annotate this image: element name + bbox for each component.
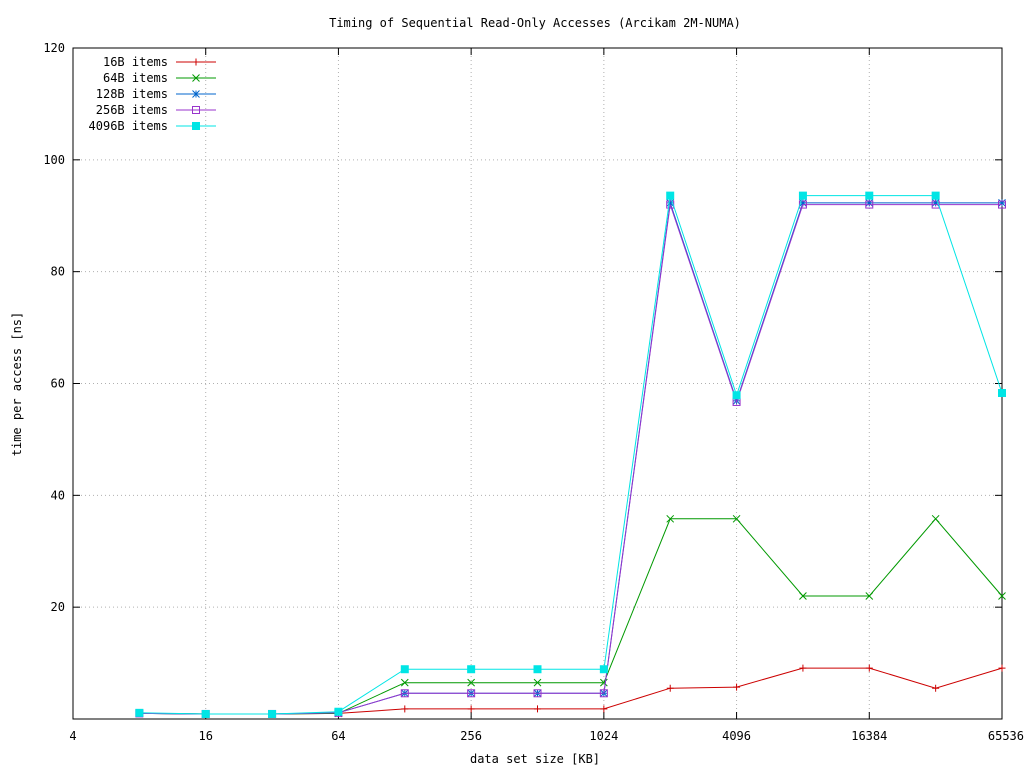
data-point <box>534 705 541 713</box>
data-point <box>467 689 476 698</box>
y-tick-label: 20 <box>51 600 65 614</box>
data-point <box>998 200 1006 209</box>
data-point <box>401 705 409 713</box>
data-point <box>467 678 475 687</box>
data-point <box>865 200 874 209</box>
series-line-1 <box>139 518 1003 715</box>
data-point <box>799 199 807 207</box>
data-point <box>798 191 807 200</box>
x-tick-label: 16384 <box>851 729 887 743</box>
y-tick-label: 60 <box>51 377 65 391</box>
data-point <box>666 684 674 692</box>
legend-label: 64B items <box>103 71 168 85</box>
x-tick-label: 4096 <box>722 729 751 743</box>
legend-marker <box>192 74 200 82</box>
data-point <box>865 664 873 672</box>
data-point <box>666 514 675 523</box>
data-point <box>533 665 542 674</box>
data-point <box>268 709 277 718</box>
data-point <box>733 683 741 691</box>
data-point <box>998 389 1006 398</box>
data-point <box>467 665 476 674</box>
legend-label: 16B items <box>103 55 168 69</box>
data-point <box>533 678 542 687</box>
data-point <box>334 707 343 716</box>
legend: 16B items 64B items 128B items 256B items 40… <box>89 55 216 133</box>
data-point <box>931 191 940 200</box>
series-line-2 <box>139 202 1002 715</box>
y-tick-label: 80 <box>51 265 65 279</box>
data-point <box>600 705 608 713</box>
data-point <box>201 709 210 718</box>
data-point <box>600 678 608 687</box>
data-point <box>799 592 807 600</box>
x-tick-label: 4 <box>69 729 76 743</box>
axis-ticks: 4 16 64 256 1024 4096 16384 65536 20 40 60 80 100 120 <box>43 41 1024 743</box>
x-tick-label: 64 <box>331 729 345 743</box>
data-point <box>998 664 1006 672</box>
series-line-3 <box>139 204 1002 715</box>
data-point <box>400 689 409 698</box>
data-point <box>533 689 542 698</box>
x-axis-label: data set size [KB] <box>470 752 600 766</box>
legend-marker <box>192 122 200 130</box>
legend-marker <box>192 90 200 98</box>
series-layer <box>135 191 1006 718</box>
y-tick-label: 40 <box>51 488 65 502</box>
data-point <box>865 592 874 600</box>
series-line-4 <box>139 195 1003 715</box>
data-point <box>666 191 675 200</box>
legend-label: 4096B items <box>89 119 168 133</box>
data-point <box>865 199 874 207</box>
data-point <box>732 514 741 523</box>
data-point <box>400 665 409 674</box>
legend-marker <box>192 106 200 114</box>
x-tick-label: 1024 <box>589 729 618 743</box>
data-point <box>732 391 741 400</box>
data-point <box>400 678 409 687</box>
y-tick-label: 120 <box>43 41 65 55</box>
data-point <box>998 592 1006 600</box>
y-axis-label: time per access [ns] <box>10 312 24 457</box>
y-tick-label: 100 <box>43 153 65 167</box>
data-point <box>467 705 475 713</box>
legend-label: 256B items <box>96 103 168 117</box>
series-line-0 <box>139 667 1003 715</box>
chart-title: Timing of Sequential Read-Only Accesses … <box>329 16 741 30</box>
data-point <box>135 708 144 717</box>
legend-marker <box>192 58 200 66</box>
data-point <box>932 684 940 692</box>
grid <box>73 48 1002 719</box>
data-point <box>931 514 940 523</box>
x-tick-label: 16 <box>198 729 212 743</box>
data-point <box>799 664 807 672</box>
legend-label: 128B items <box>96 87 168 101</box>
data-point <box>666 200 675 209</box>
x-tick-label: 65536 <box>988 729 1024 743</box>
data-point <box>599 689 608 698</box>
x-tick-label: 256 <box>460 729 482 743</box>
data-point <box>599 665 608 674</box>
data-point <box>998 199 1006 207</box>
data-point <box>931 199 940 207</box>
data-point <box>865 191 874 200</box>
